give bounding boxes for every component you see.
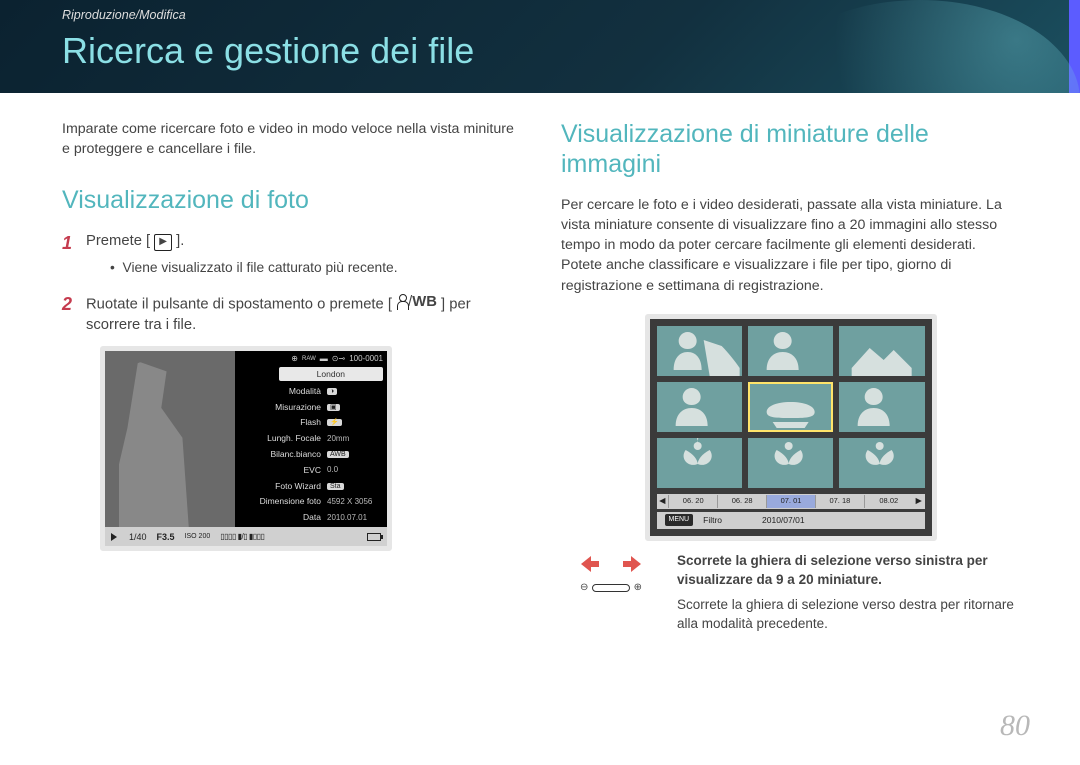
hint-block: ⊖ ⊕ Scorrete la ghiera di selezione vers… (561, 551, 1020, 640)
menu-bar: MENU Filtro 2010/07/01 (657, 512, 925, 529)
right-heading: Visualizzazione di miniature delle immag… (561, 119, 1020, 179)
hint-icons: ⊖ ⊕ (561, 551, 661, 640)
thumbnail-grid (657, 326, 925, 488)
page-number: 80 (1000, 709, 1030, 743)
hint-bold: Scorrete la ghiera di selezione verso si… (677, 553, 988, 587)
menu-date: 2010/07/01 (762, 514, 805, 526)
menu-text: Filtro (703, 514, 722, 526)
lcd-topbar: ⊕ RAW ▬ ⊙⊸ 100-0001 (235, 351, 387, 366)
step-number-1: 1 (62, 231, 72, 257)
f-number: F3.5 (157, 531, 175, 544)
shutter-speed: 1/40 (129, 531, 147, 544)
date-tick: 06. 20 (668, 495, 717, 508)
step-2: 2 Ruotate il pulsante di spostamento o p… (62, 292, 521, 337)
zoom-out-icon: ⊖ (580, 581, 588, 595)
step-number-2: 2 (62, 292, 72, 318)
step-1: 1 Premete [ ▶ ]. • Viene visualizzato il… (62, 231, 521, 278)
counter: 100-0001 (349, 353, 383, 364)
thumb-cell (748, 326, 833, 376)
left-column: Imparate come ricercare foto e video in … (62, 119, 521, 639)
info-rows: Modalità◑ Misurazione▣ Flash⚡ Lungh. Foc… (235, 383, 387, 528)
iso-value: ISO 200 (185, 532, 211, 542)
lcd-bottombar: 1/40 F3.5 ISO 200 ▯▯▯▯ ▮/▯ ▮▯▯▯ (105, 527, 387, 546)
play-icon (111, 533, 117, 541)
arrow-left-icon: ◀ (657, 496, 669, 507)
zoom-slider-icon: ⊖ ⊕ (580, 581, 642, 595)
page-banner: Riproduzione/Modifica Ricerca e gestione… (0, 0, 1080, 93)
thumb-cell (839, 326, 924, 376)
battery-icon (367, 533, 381, 541)
left-heading: Visualizzazione di foto (62, 185, 521, 215)
camera-lcd-preview: ⊕ RAW ▬ ⊙⊸ 100-0001 London Modalità◑ Mis… (100, 346, 392, 551)
menu-tag: MENU (665, 514, 694, 526)
person-icon (396, 294, 408, 310)
arrow-right-icon (620, 553, 642, 575)
date-tick-selected: 07. 01 (766, 495, 815, 508)
thumb-cell (657, 438, 742, 488)
card-icon: ▬ (320, 353, 328, 364)
thumb-cell (839, 382, 924, 432)
page-title: Ricerca e gestione dei file (62, 30, 474, 72)
hint-plain: Scorrete la ghiera di selezione verso de… (677, 595, 1020, 633)
date-tick: 07. 18 (815, 495, 864, 508)
side-tab (1069, 0, 1080, 93)
step1-bullet: • Viene visualizzato il file catturato p… (110, 258, 521, 278)
step2-text-a: Ruotate il pulsante di spostamento o pre… (86, 296, 392, 312)
thumb-cell (657, 382, 742, 432)
arrow-left-icon (580, 553, 602, 575)
thumb-cell (748, 438, 833, 488)
city-label: London (279, 367, 383, 381)
thumbnail-lcd: ◀ 06. 20 06. 28 07. 01 07. 18 08.02 ▶ ME… (645, 314, 937, 541)
target-icon: ⊕ (291, 353, 298, 364)
date-tick: 08.02 (864, 495, 913, 508)
date-tick: 06. 28 (717, 495, 766, 508)
step1-text-b: ]. (176, 233, 184, 249)
raw-icon: RAW (302, 355, 316, 364)
zoom-in-icon: ⊕ (634, 581, 642, 595)
arrow-right-icon: ▶ (913, 496, 925, 507)
right-column: Visualizzazione di miniature delle immag… (561, 119, 1020, 639)
intro-text: Imparate come ricercare foto e video in … (62, 119, 521, 159)
thumb-cell-selected (748, 382, 833, 432)
right-para: Per cercare le foto e i video desiderati… (561, 195, 1020, 296)
photo-silhouette (105, 351, 235, 527)
step1-text-a: Premete [ (86, 233, 150, 249)
thumb-cell (657, 326, 742, 376)
breadcrumb: Riproduzione/Modifica (62, 8, 186, 22)
lock-icon: ⊙⊸ (332, 353, 345, 364)
play-icon: ▶ (154, 234, 172, 250)
thumb-cell (839, 438, 924, 488)
date-bar: ◀ 06. 20 06. 28 07. 01 07. 18 08.02 ▶ (657, 494, 925, 509)
histogram: ▯▯▯▯ ▮/▯ ▮▯▯▯ (220, 531, 264, 542)
person-wb-icon: /WB (396, 292, 437, 313)
